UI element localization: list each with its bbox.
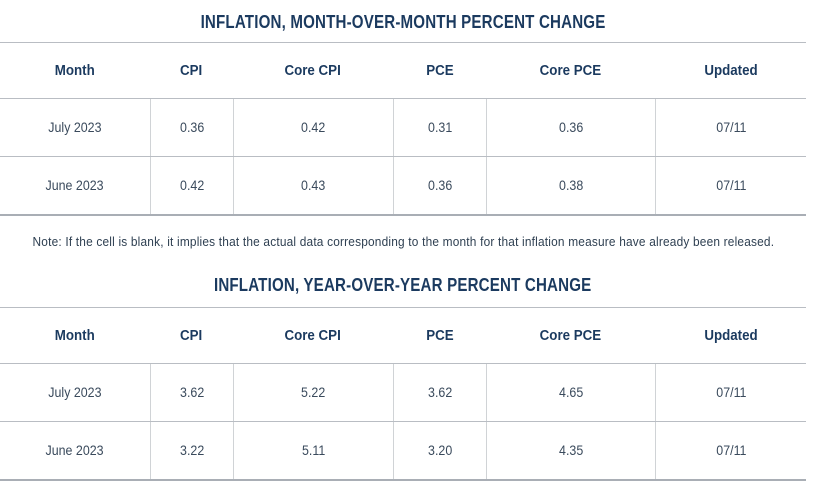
table-row-july-2023: July 2023 0.36 0.42 0.31 0.36 07/11 bbox=[0, 98, 806, 156]
core-cpi-cell: 0.43 bbox=[233, 157, 393, 214]
mom-table-header-row: Month CPI Core CPI PCE Core PCE Updated bbox=[0, 43, 806, 98]
cpi-cell: 3.62 bbox=[150, 364, 233, 421]
mom-table: Month CPI Core CPI PCE Core PCE Updated … bbox=[0, 42, 806, 216]
yoy-table-title: INFLATION, YEAR-OVER-YEAR PERCENT CHANGE bbox=[0, 249, 806, 307]
table-row-june-2023: June 2023 3.22 5.11 3.20 4.35 07/11 bbox=[0, 421, 806, 479]
column-header-month: Month bbox=[54, 62, 95, 79]
yoy-table: Month CPI Core CPI PCE Core PCE Updated … bbox=[0, 307, 806, 481]
column-header-updated: Updated bbox=[703, 327, 758, 344]
month-cell: June 2023 bbox=[45, 178, 105, 193]
pce-cell: 3.62 bbox=[393, 364, 486, 421]
core-cpi-cell: 0.42 bbox=[233, 99, 393, 156]
updated-cell: 07/11 bbox=[655, 99, 806, 156]
updated-cell: 07/11 bbox=[655, 157, 806, 214]
blank-cell-note-text: Note: If the cell is blank, it implies t… bbox=[32, 235, 774, 249]
column-header-core-cpi: Core CPI bbox=[284, 62, 342, 79]
updated-cell: 07/11 bbox=[655, 364, 806, 421]
cpi-cell: 3.22 bbox=[150, 422, 233, 479]
blank-cell-note: Note: If the cell is blank, it implies t… bbox=[0, 216, 806, 249]
column-header-core-cpi: Core CPI bbox=[284, 327, 342, 344]
table-row-july-2023: July 2023 3.62 5.22 3.62 4.65 07/11 bbox=[0, 363, 806, 421]
mom-table-title: INFLATION, MONTH-OVER-MONTH PERCENT CHAN… bbox=[0, 0, 806, 42]
column-header-month: Month bbox=[54, 327, 95, 344]
column-header-pce: PCE bbox=[425, 62, 454, 79]
updated-cell: 07/11 bbox=[655, 422, 806, 479]
cpi-cell: 0.36 bbox=[150, 99, 233, 156]
column-header-core-pce: Core PCE bbox=[539, 62, 602, 79]
column-header-cpi: CPI bbox=[180, 62, 203, 79]
pce-cell: 0.31 bbox=[393, 99, 486, 156]
month-cell: July 2023 bbox=[48, 385, 102, 400]
core-cpi-cell: 5.22 bbox=[233, 364, 393, 421]
pce-cell: 3.20 bbox=[393, 422, 486, 479]
column-header-cpi: CPI bbox=[180, 327, 203, 344]
core-pce-cell: 4.35 bbox=[486, 422, 655, 479]
pce-cell: 0.36 bbox=[393, 157, 486, 214]
core-pce-cell: 0.38 bbox=[486, 157, 655, 214]
mom-table-title-text: INFLATION, MONTH-OVER-MONTH PERCENT CHAN… bbox=[200, 12, 606, 32]
yoy-table-header-row: Month CPI Core CPI PCE Core PCE Updated bbox=[0, 308, 806, 363]
core-pce-cell: 0.36 bbox=[486, 99, 655, 156]
table-row-june-2023: June 2023 0.42 0.43 0.36 0.38 07/11 bbox=[0, 156, 806, 214]
month-cell: July 2023 bbox=[48, 120, 102, 135]
month-cell: June 2023 bbox=[45, 443, 105, 458]
core-cpi-cell: 5.11 bbox=[233, 422, 393, 479]
yoy-table-title-text: INFLATION, YEAR-OVER-YEAR PERCENT CHANGE bbox=[214, 275, 592, 295]
core-pce-cell: 4.65 bbox=[486, 364, 655, 421]
column-header-pce: PCE bbox=[425, 327, 454, 344]
column-header-core-pce: Core PCE bbox=[539, 327, 602, 344]
column-header-updated: Updated bbox=[703, 62, 758, 79]
cpi-cell: 0.42 bbox=[150, 157, 233, 214]
